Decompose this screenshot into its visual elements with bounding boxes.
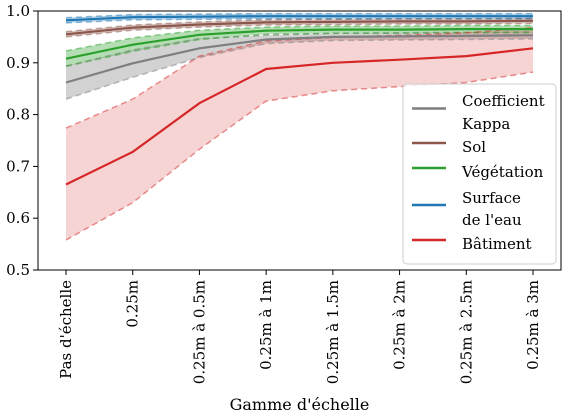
legend-label-0: Coefficient	[462, 92, 545, 110]
confidence-bounds	[65, 12, 534, 241]
y-tick-label: 0.8	[6, 106, 30, 124]
plot-frame	[37, 10, 562, 271]
x-tick-label: 0.25m à 1m	[257, 280, 275, 370]
x-axis: Pas d'échelle 0.25m 0.25m à 0.5m 0.25m à 1m…	[57, 270, 542, 384]
series-2-upper-bound	[65, 24, 533, 52]
x-tick-label: 0.25m à 0.5m	[190, 280, 208, 384]
y-tick-label: 0.7	[6, 157, 30, 175]
legend-label-1: Sol	[462, 138, 486, 156]
series-4-band	[66, 27, 533, 240]
series-0-line	[65, 34, 534, 84]
series-4-line	[65, 47, 534, 186]
series-1-line	[65, 19, 534, 36]
x-axis-label: Gamme d'échelle	[230, 395, 370, 414]
legend: Coefficient Kappa Sol Végétation Surface de l…	[402, 83, 557, 265]
series-2-lower-bound	[65, 32, 533, 68]
y-tick-label: 0.5	[6, 261, 30, 279]
series-3-upper-bound	[65, 12, 533, 19]
series-2-line	[65, 28, 533, 60]
series-1-lower-bound	[65, 22, 534, 38]
legend-label-2: Végétation	[461, 163, 544, 181]
legend-box	[402, 83, 557, 265]
y-tick-label: 1.0	[6, 2, 30, 20]
y-axis: 0.5 0.6 0.7 0.8 0.9 1.0	[6, 2, 38, 279]
series-lines	[65, 15, 534, 186]
series-0-lower-bound	[65, 38, 534, 100]
x-tick-label: 0.25m à 1.5m	[324, 280, 342, 384]
x-tick-label: 0.25m	[124, 280, 142, 328]
x-tick-label: 0.25m à 2.5m	[457, 280, 475, 384]
legend-label-3: Surface	[462, 189, 521, 207]
y-tick-label: 0.9	[6, 54, 30, 72]
x-tick-label: Pas d'échelle	[57, 280, 75, 379]
series-1-band	[66, 18, 533, 37]
series-3-line	[65, 15, 533, 22]
x-tick-label: 0.25m à 3m	[524, 280, 542, 370]
x-tick-label: 0.25m à 2m	[391, 280, 409, 370]
series-4-lower-bound	[65, 71, 534, 241]
legend-label-3: de l'eau	[462, 211, 522, 229]
y-tick-label: 0.6	[6, 209, 30, 227]
series-2-band	[66, 25, 533, 67]
legend-label-4: Bâtiment	[462, 235, 532, 253]
series-0-band	[66, 31, 533, 100]
series-3-lower-bound	[65, 18, 533, 24]
legend-label-0: Kappa	[462, 115, 510, 133]
